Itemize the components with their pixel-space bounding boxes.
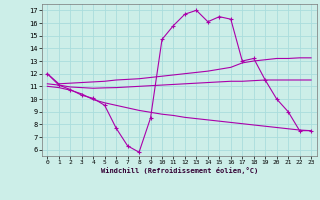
X-axis label: Windchill (Refroidissement éolien,°C): Windchill (Refroidissement éolien,°C) (100, 167, 258, 174)
